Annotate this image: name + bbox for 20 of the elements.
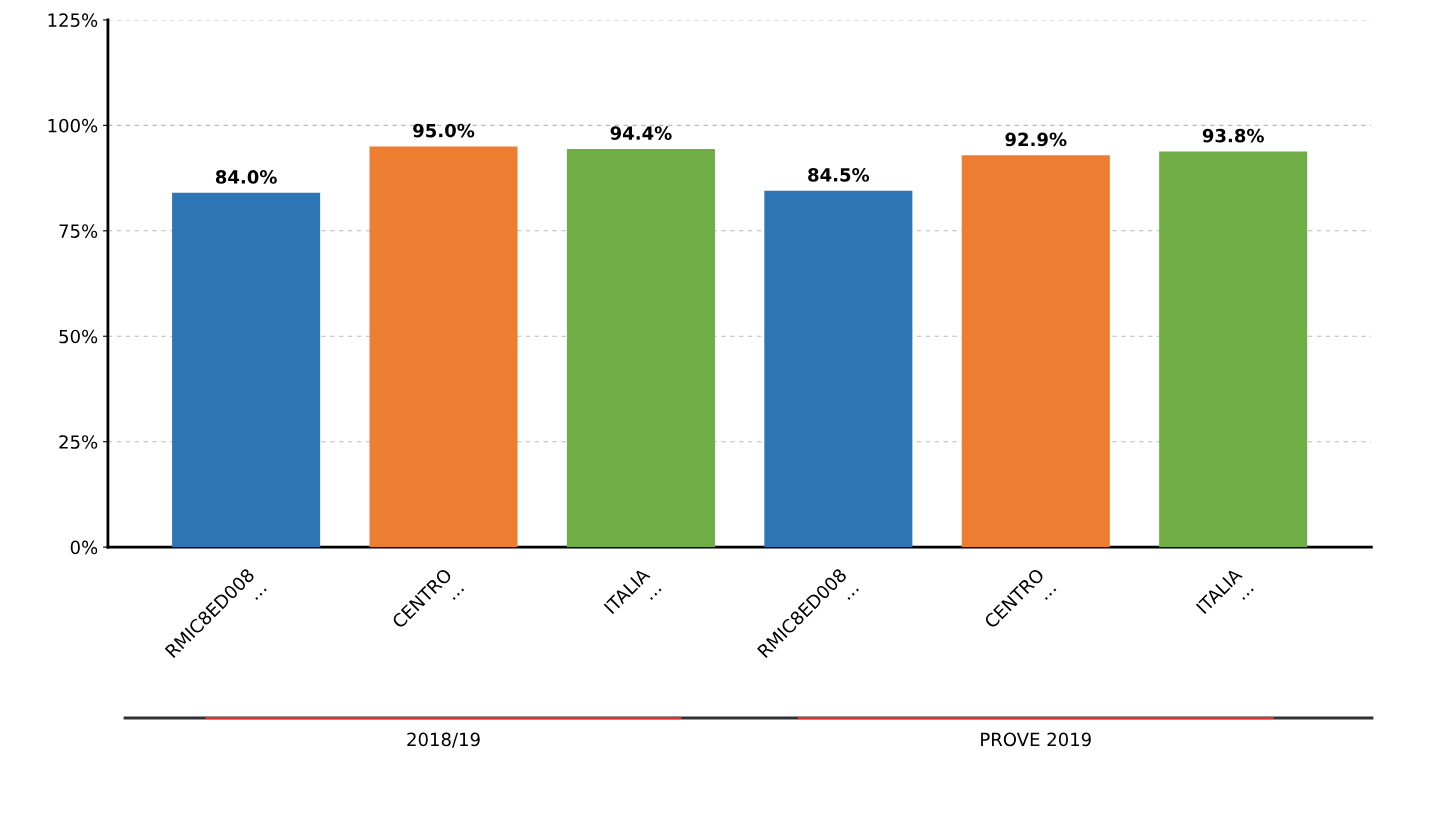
bar <box>369 146 518 548</box>
bar <box>1159 151 1308 548</box>
y-tick-label: 125% <box>48 13 98 28</box>
bar <box>764 190 913 548</box>
y-tick-label: 50% <box>59 329 98 344</box>
data-label: 84.0% <box>215 170 277 184</box>
bar <box>566 148 715 548</box>
data-label: 93.8% <box>1202 128 1264 143</box>
bar <box>961 155 1110 548</box>
text: 2018/19 <box>407 732 480 748</box>
data-label: 94.4% <box>610 126 672 140</box>
y-tick-label: 100% <box>48 118 98 133</box>
y-tick-label: 75% <box>59 224 98 238</box>
data-label: 92.9% <box>1005 132 1067 147</box>
text: PROVE 2019 <box>981 732 1091 747</box>
data-label: 95.0% <box>413 123 475 138</box>
bar <box>172 192 321 548</box>
y-tick-label: 0% <box>70 540 98 555</box>
y-tick-label: 25% <box>59 435 98 449</box>
data-label: 84.5% <box>808 168 870 182</box>
